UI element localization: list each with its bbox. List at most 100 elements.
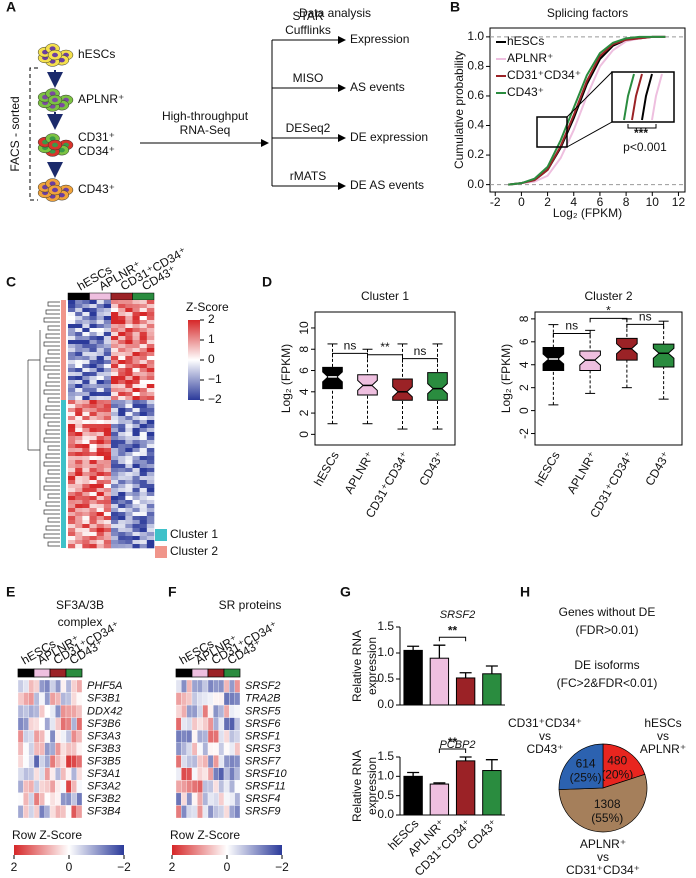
heatmap-cell: [125, 412, 133, 417]
heatmap-cell: [33, 755, 40, 768]
heatmap-cell: [181, 692, 187, 706]
gene-label: SRSF3: [245, 743, 281, 755]
y-axis-label: Relative RNA: [350, 630, 364, 702]
heatmap-cell: [125, 348, 133, 353]
heatmap-cell: [213, 704, 219, 718]
heatmap-cell: [82, 480, 90, 485]
heatmap-cell: [146, 464, 155, 469]
panel-label: G: [340, 584, 351, 600]
heatmap-cell: [103, 404, 112, 409]
heatmap-cell: [103, 504, 112, 509]
heatmap-cell: [181, 780, 187, 794]
heatmap-cell: [71, 730, 77, 743]
heatmap-cell: [89, 476, 97, 481]
heatmap-cell: [96, 396, 105, 401]
heatmap-cell: [132, 336, 140, 341]
heatmap-cell: [89, 512, 97, 517]
box: [322, 366, 343, 390]
heatmap-cell: [103, 348, 112, 353]
heatmap-cell: [75, 520, 83, 525]
heatmap-cell: [89, 304, 97, 309]
heatmap-cell: [111, 328, 119, 333]
heatmap-cell: [139, 484, 148, 489]
heatmap-cell: [103, 516, 112, 521]
heatmap-cell: [118, 424, 126, 429]
slice-name: CD43⁺: [526, 742, 563, 756]
colorbar: [188, 320, 200, 400]
heatmap-cell: [89, 528, 97, 533]
heatmap-cell: [197, 704, 203, 718]
heatmap-cell: [111, 476, 119, 481]
heatmap-cell: [146, 396, 155, 401]
heatmap-cell: [49, 755, 56, 768]
heatmap-cell: [39, 755, 45, 768]
heatmap-cell: [218, 780, 225, 794]
heatmap-cell: [75, 316, 83, 321]
heatmap-cell: [213, 805, 219, 819]
heatmap-cell: [234, 805, 241, 819]
heatmap-cell: [207, 679, 214, 693]
heatmap-cell: [75, 324, 83, 329]
gene-label: SRSF5: [245, 705, 281, 717]
heatmap-cell: [89, 312, 97, 317]
heatmap-cell: [75, 352, 83, 357]
heatmap-cell: [125, 476, 133, 481]
heatmap-cell: [82, 524, 90, 529]
heatmap-cell: [39, 730, 45, 743]
heatmap-cell: [75, 532, 83, 537]
heatmap-cell: [75, 404, 83, 409]
heatmap-cell: [139, 436, 148, 441]
heatmap-cell: [111, 396, 119, 401]
heatmap-cell: [132, 488, 140, 493]
y-tick-label: 0.6: [467, 88, 484, 102]
heatmap-cell: [111, 336, 119, 341]
heatmap-cell: [96, 476, 105, 481]
dendrogram: [27, 301, 60, 547]
heatmap-cell: [75, 480, 83, 485]
heatmap-cell: [139, 448, 148, 453]
heatmap-cell: [139, 524, 148, 529]
inset-curve: [623, 73, 635, 121]
heatmap-cell: [65, 755, 72, 768]
heatmap-cell: [82, 416, 90, 421]
heatmap-cell: [118, 388, 126, 393]
heatmap-cell: [234, 755, 241, 768]
panel-label: B: [450, 0, 460, 15]
x-tick-label: -2: [490, 195, 501, 209]
heatmap-cell: [118, 396, 126, 401]
heatmap-cell: [146, 520, 155, 525]
tool-label: rMATS: [290, 169, 326, 183]
heatmap-cell: [146, 352, 155, 357]
colorbar-tick-label: 2: [208, 312, 215, 326]
heatmap-cell: [82, 412, 90, 417]
heatmap-cell: [197, 692, 203, 706]
heatmap-cell: [89, 340, 97, 345]
heatmap-cell: [181, 704, 187, 718]
heatmap-cell: [132, 532, 140, 537]
heatmap-cell: [68, 344, 76, 349]
heatmap-cell: [125, 384, 133, 389]
bar: [403, 649, 423, 706]
heatmap-cell: [96, 348, 105, 353]
heatmap-cell: [75, 360, 83, 365]
heatmap-cell: [229, 679, 235, 693]
heatmap-cell: [39, 805, 45, 819]
x-tick-label: CD43⁺: [642, 449, 673, 488]
heatmap-cell: [68, 368, 76, 373]
heatmap-cell: [186, 780, 193, 794]
heatmap-cell: [65, 805, 72, 819]
x-tick-label: 6: [597, 195, 604, 209]
heatmap-cell: [68, 340, 76, 345]
heatmap-cell: [71, 717, 77, 731]
nucleus: [58, 102, 65, 108]
y-axis-label: Cumulative probability: [452, 51, 466, 169]
heatmap-cell: [125, 300, 133, 305]
heatmap-cell: [68, 328, 76, 333]
gene-label: SRSF1: [245, 730, 280, 742]
heatmap-cell: [139, 384, 148, 389]
heatmap-cell: [132, 512, 140, 517]
y-axis-label: Log₂ (FPKM): [499, 344, 513, 413]
heatmap-cell: [68, 408, 76, 413]
heatmap-cell: [146, 312, 155, 317]
